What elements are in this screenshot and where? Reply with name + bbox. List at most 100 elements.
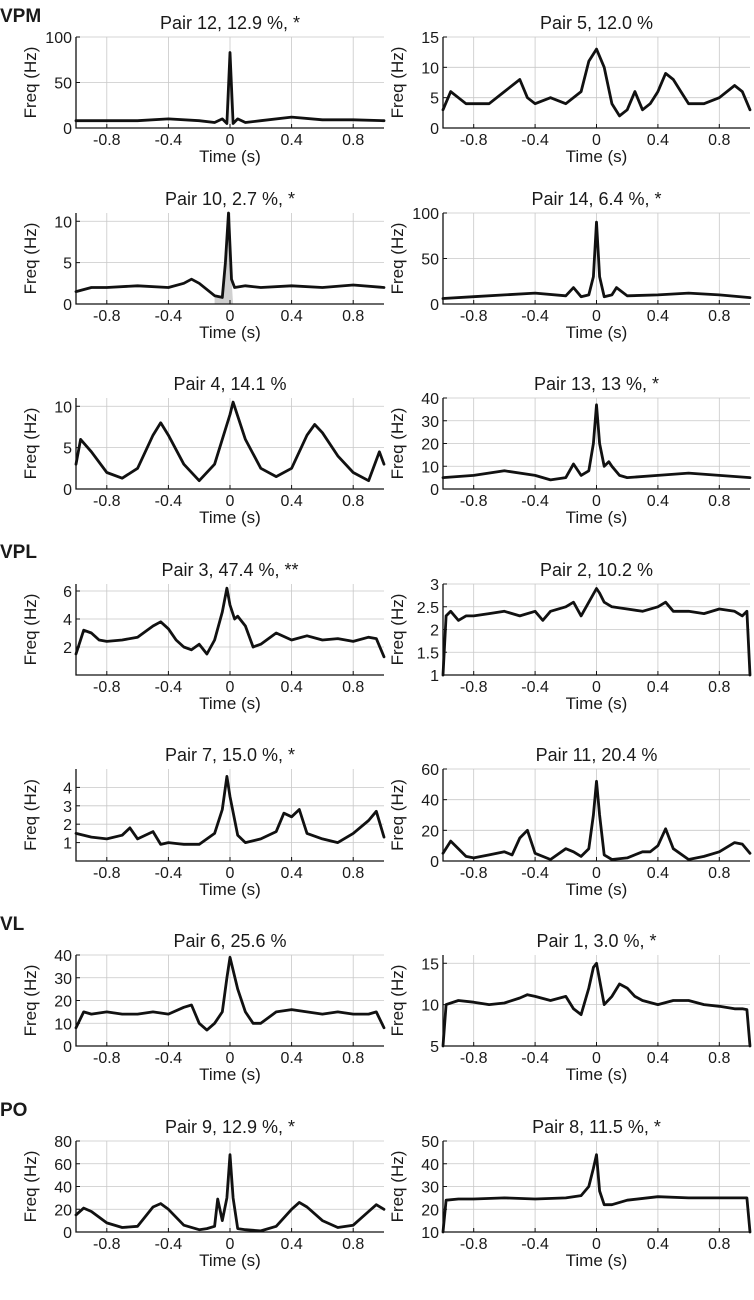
x-tick-label: -0.8	[460, 493, 488, 510]
x-tick-label: -0.8	[93, 1050, 121, 1067]
y-tick-label: 40	[421, 391, 439, 408]
x-tick-label: -0.4	[521, 679, 549, 696]
y-axis-label: Freq (Hz)	[21, 408, 40, 480]
y-tick-label: 40	[421, 1157, 439, 1174]
y-tick-label: 30	[421, 1180, 439, 1197]
x-axis-label: Time (s)	[566, 694, 628, 713]
chart-title: Pair 14, 6.4 %, *	[531, 189, 661, 209]
x-axis-label: Time (s)	[199, 323, 261, 342]
y-tick-label: 10	[421, 1225, 439, 1242]
y-tick-label: 30	[421, 414, 439, 431]
chart-panel-1: -0.8 -0.4 0 0.4 0.8 0 50 100 Pair 12, 12.9 %, * T…	[21, 13, 386, 166]
y-axis-label: Freq (Hz)	[388, 223, 407, 295]
chart-title: Pair 11, 20.4 %	[536, 745, 658, 765]
x-tick-label: -0.8	[460, 132, 488, 149]
y-tick-label: 40	[54, 948, 72, 965]
x-tick-label: 0	[226, 493, 235, 510]
chart-grid	[76, 584, 384, 675]
chart-panel-13: -0.8 -0.4 0 0.4 0.8 0 20 40 60 80 Pair 9, 12.9 %, …	[21, 1117, 386, 1270]
x-tick-label: 0.4	[647, 679, 669, 696]
x-tick-label: 0.8	[708, 865, 730, 882]
x-tick-label: -0.8	[460, 1236, 488, 1253]
chart-panel-4: -0.8 -0.4 0 0.4 0.8 0 50 100 Pair 14, 6.4 %, * Ti…	[388, 189, 752, 342]
y-tick-label: 15	[421, 956, 439, 973]
chart-title: Pair 13, 13 %, *	[534, 374, 659, 394]
chart-panel-14: -0.8 -0.4 0 0.4 0.8 10 20 30 40 50 Pair 8, 11.5 %,…	[388, 1117, 752, 1270]
y-axis-label: Freq (Hz)	[388, 779, 407, 851]
group-label-vpl: VPL	[0, 542, 37, 563]
y-tick-label: 0	[430, 121, 439, 138]
group-label-vl: VL	[0, 914, 25, 935]
y-tick-label: 20	[421, 1202, 439, 1219]
y-tick-label: 60	[421, 762, 439, 779]
y-tick-label: 100	[45, 30, 72, 47]
y-tick-label: 30	[54, 971, 72, 988]
x-tick-label: 0.8	[708, 1236, 730, 1253]
chart-title: Pair 8, 11.5 %, *	[532, 1117, 661, 1137]
x-tick-label: -0.8	[93, 679, 121, 696]
chart-panel-8: -0.8 -0.4 0 0.4 0.8 1 1.5 2 2.5 3 Pair 2, 10.2 % Ti…	[388, 560, 752, 713]
x-tick-label: 0.4	[280, 865, 302, 882]
chart-title: Pair 12, 12.9 %, *	[160, 13, 300, 33]
x-tick-label: -0.8	[93, 865, 121, 882]
chart-panel-9: -0.8 -0.4 0 0.4 0.8 1 23 4 Pair 7, 15.0 %, * Time…	[21, 745, 386, 899]
chart-title: Pair 10, 2.7 %, *	[165, 189, 295, 209]
y-axis-label: Freq (Hz)	[388, 594, 407, 666]
x-tick-label: 0.8	[342, 679, 364, 696]
x-tick-label: -0.8	[93, 493, 121, 510]
x-tick-label: 0.4	[647, 865, 669, 882]
x-axis-label: Time (s)	[566, 880, 628, 899]
chart-panel-12: -0.8 -0.4 0 0.4 0.8 5 10 15 Pair 1, 3.0 %, * Time…	[388, 931, 752, 1084]
y-tick-label: 50	[421, 252, 439, 269]
chart-title: Pair 7, 15.0 %, *	[165, 745, 295, 765]
y-tick-label: 10	[54, 399, 72, 416]
y-tick-label: 0	[63, 1039, 72, 1056]
x-tick-label: 0.8	[342, 1050, 364, 1067]
x-tick-label: -0.4	[155, 308, 183, 325]
y-axis-label: Freq (Hz)	[21, 594, 40, 666]
y-tick-label: 1	[430, 668, 439, 685]
y-tick-label: 5	[430, 1039, 439, 1056]
chart-title: Pair 4, 14.1 %	[173, 374, 286, 394]
y-axis-label: Freq (Hz)	[388, 1151, 407, 1223]
x-tick-label: -0.4	[155, 865, 183, 882]
x-tick-label: -0.8	[93, 308, 121, 325]
x-axis-label: Time (s)	[566, 147, 628, 166]
data-line	[441, 587, 752, 677]
y-tick-label: 0	[63, 297, 72, 314]
x-tick-label: 0	[592, 132, 601, 149]
x-tick-label: 0	[226, 679, 235, 696]
y-tick-label: 20	[54, 994, 72, 1011]
y-tick-label: 2	[63, 640, 72, 657]
data-line	[441, 961, 752, 1048]
data-line	[74, 211, 386, 299]
y-tick-label: 40	[54, 1180, 72, 1197]
chart-grid	[443, 583, 750, 676]
group-label-vpm: VPM	[0, 6, 41, 27]
x-tick-label: 0	[592, 679, 601, 696]
y-tick-label: 10	[421, 998, 439, 1015]
chart-panel-11: -0.8 -0.4 0 0.4 0.8 0 10 20 30 40 Pair 6, 25.6 % Ti…	[21, 931, 386, 1084]
axis-frame	[75, 769, 384, 862]
x-tick-label: 0.8	[708, 132, 730, 149]
x-tick-label: 0.4	[280, 493, 302, 510]
y-axis-label: Freq (Hz)	[21, 965, 40, 1037]
chart-title: Pair 5, 12.0 %	[540, 13, 653, 33]
y-tick-label: 20	[421, 823, 439, 840]
data-line	[441, 1153, 752, 1234]
x-tick-label: -0.4	[155, 679, 183, 696]
x-tick-label: 0	[226, 1050, 235, 1067]
y-tick-label: 10	[421, 459, 439, 476]
y-axis-label: Freq (Hz)	[388, 47, 407, 119]
y-tick-label: 60	[54, 1157, 72, 1174]
x-tick-label: -0.8	[460, 1050, 488, 1067]
y-tick-label: 20	[54, 1202, 72, 1219]
chart-grid	[76, 954, 384, 1047]
x-tick-label: 0	[226, 132, 235, 149]
y-tick-label: 3	[63, 799, 72, 816]
y-tick-label: 80	[54, 1134, 72, 1151]
x-tick-label: 0.8	[708, 308, 730, 325]
x-tick-label: -0.4	[521, 1236, 549, 1253]
x-tick-label: -0.8	[460, 679, 488, 696]
